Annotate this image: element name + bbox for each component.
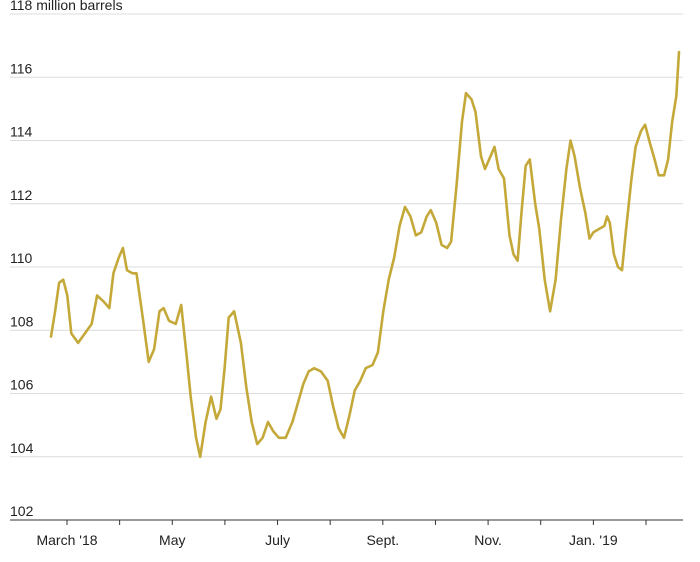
x-tick-label: Nov. — [474, 532, 502, 548]
y-tick-label: 102 — [10, 503, 34, 519]
series-layer — [49, 50, 681, 459]
series-line — [49, 50, 681, 459]
y-tick-label: 108 — [10, 313, 34, 329]
x-tick-label: March '18 — [36, 532, 97, 548]
y-tick-label: 104 — [10, 440, 34, 456]
gridlines — [10, 13, 683, 458]
y-tick-label: 114 — [10, 124, 33, 140]
y-tick-label: 106 — [10, 377, 34, 393]
y-axis-labels: 102 104 106 108 110 112 114 116 118 million barr… — [10, 0, 123, 519]
y-tick-label: 110 — [10, 250, 33, 266]
x-tick-label: May — [159, 532, 185, 548]
x-axis: March '18 May July Sept. Nov. Jan. '19 — [10, 519, 683, 548]
y-tick-label: 116 — [10, 60, 33, 76]
x-tick-label: Jan. '19 — [569, 532, 618, 548]
x-tick-label: July — [265, 532, 290, 548]
y-tick-label: 112 — [10, 187, 33, 203]
y-tick-label: 118 million barrels — [10, 0, 123, 13]
x-tick-label: Sept. — [366, 532, 399, 548]
